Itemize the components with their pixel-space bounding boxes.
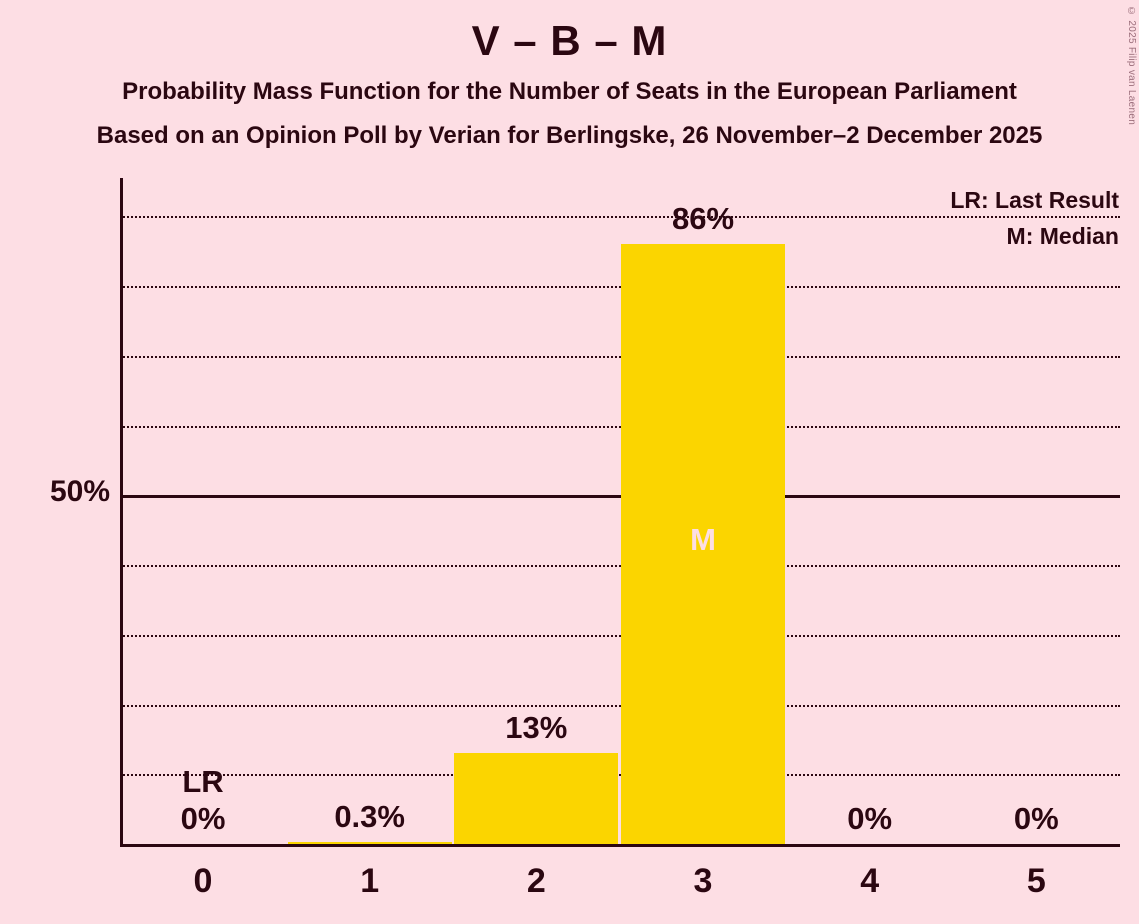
x-axis-tick-label-5: 5	[1026, 862, 1046, 900]
gridline-40	[120, 565, 1120, 568]
bar-slot	[453, 178, 619, 844]
bar[interactable]	[287, 841, 452, 844]
y-axis-labels: 50%	[0, 178, 110, 847]
x-axis-tick-label-3: 3	[693, 862, 713, 900]
x-axis-tick-label-2: 2	[526, 862, 546, 900]
gridline-10	[120, 774, 1120, 777]
copyright-notice: © 2025 Filip van Laenen	[1126, 6, 1137, 126]
gridline-50	[120, 495, 1120, 499]
x-axis-tick-label-1: 1	[360, 862, 380, 900]
gridline-70	[120, 355, 1120, 358]
gridline-60	[120, 425, 1120, 428]
bar-value-label: 0%	[847, 801, 893, 836]
bar[interactable]	[454, 753, 619, 844]
bar-slot	[953, 178, 1119, 844]
gridline-90	[120, 216, 1120, 219]
gridline-80	[120, 286, 1120, 289]
bar-value-label: 0%	[180, 801, 226, 836]
chart-subtitle: Probability Mass Function for the Number…	[122, 78, 1017, 106]
chart-header: V – B – M Probability Mass Function for …	[0, 0, 1139, 149]
legend-item-median: M: Median	[1006, 223, 1119, 249]
median-marker: M	[690, 522, 716, 558]
bar-series: 0% 0.3% 13% 86% 0% 0% LR M	[120, 178, 1120, 847]
bar-slot	[287, 178, 453, 844]
bar-slot	[787, 178, 953, 844]
gridline-30	[120, 634, 1120, 637]
chart-source-subtitle: Based on an Opinion Poll by Verian for B…	[96, 121, 1043, 149]
x-axis-labels: 0 1 2 3 4 5	[120, 862, 1120, 918]
bar-value-label: 0%	[1013, 801, 1059, 836]
x-axis-tick-label-0: 0	[193, 862, 213, 900]
bar-value-label: 13%	[505, 710, 568, 746]
x-axis-tick-label-4: 4	[860, 862, 880, 900]
bar[interactable]	[621, 244, 785, 844]
y-axis-tick-label-50: 50%	[49, 475, 110, 509]
page-title: V – B – M	[471, 17, 668, 64]
legend-item-last-result: LR: Last Result	[950, 187, 1119, 213]
gridline-20	[120, 704, 1120, 707]
last-result-marker: LR	[182, 764, 224, 799]
plot-area: 0% 0.3% 13% 86% 0% 0% LR M	[120, 178, 1120, 847]
chart-legend: LR: Last Result M: Median	[950, 182, 1119, 254]
bar-slot	[120, 178, 286, 844]
y-axis-line	[120, 178, 123, 847]
bar-slot	[620, 178, 786, 844]
x-axis-line	[120, 844, 1120, 847]
bar-value-label: 86%	[671, 201, 735, 237]
bar-value-label: 0.3%	[334, 798, 405, 834]
